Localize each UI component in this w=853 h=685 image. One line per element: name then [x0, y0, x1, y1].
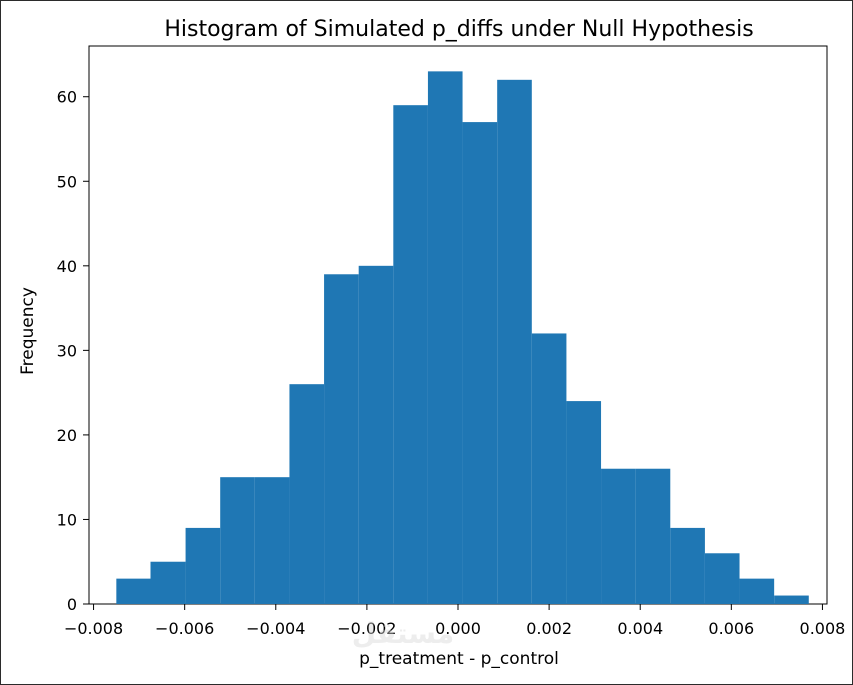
- chart-title: Histogram of Simulated p_diffs under Nul…: [164, 17, 753, 42]
- histogram-bar: [185, 527, 221, 604]
- x-tick-label: 0.002: [526, 619, 572, 638]
- histogram-bar: [220, 477, 255, 604]
- histogram-bar: [393, 105, 428, 604]
- y-ticks-group: 0 10 20 30 40 50 60: [57, 88, 89, 614]
- histogram-bar: [566, 401, 602, 604]
- histogram-bar: [774, 595, 809, 604]
- x-tick-label: −0.002: [337, 619, 396, 638]
- watermark-logo: مستقل: [352, 617, 454, 650]
- x-tick-label: 0.000: [435, 619, 481, 638]
- y-tick-label: 60: [57, 88, 77, 107]
- histogram-bar: [254, 477, 290, 604]
- histogram-bar: [427, 71, 463, 604]
- histogram-bar: [739, 578, 775, 604]
- histogram-bar: [462, 122, 498, 604]
- x-tick-label: 0.004: [617, 619, 663, 638]
- histogram-bar: [704, 553, 740, 604]
- y-tick-label: 50: [57, 172, 77, 191]
- x-tick-label: 0.006: [708, 619, 754, 638]
- histogram-bar: [116, 578, 151, 604]
- x-tick-label: 0.008: [800, 619, 846, 638]
- y-tick-label: 10: [57, 510, 77, 529]
- bars-group: [116, 71, 809, 605]
- histogram-bar: [601, 468, 636, 604]
- y-tick-label: 20: [57, 426, 77, 445]
- histogram-bar: [531, 333, 567, 604]
- y-tick-label: 40: [57, 257, 77, 276]
- y-tick-label: 30: [57, 341, 77, 360]
- histogram-bar: [324, 274, 359, 604]
- histogram-bar: [358, 265, 394, 604]
- histogram-bar: [635, 468, 671, 604]
- x-tick-label: −0.006: [155, 619, 214, 638]
- histogram-bar: [289, 384, 325, 604]
- histogram-bar: [150, 561, 186, 604]
- y-axis-label: Frequency: [18, 287, 38, 375]
- x-axis-label: p_treatment - p_control: [359, 649, 559, 669]
- x-tick-label: −0.004: [246, 619, 305, 638]
- x-tick-label: −0.008: [64, 619, 123, 638]
- histogram-bar: [670, 527, 705, 604]
- y-tick-label: 0: [67, 595, 77, 614]
- histogram-bar: [497, 79, 532, 605]
- x-ticks-group: −0.008 −0.006 −0.004 −0.002 0.000 0.002 0.004 0…: [64, 604, 845, 638]
